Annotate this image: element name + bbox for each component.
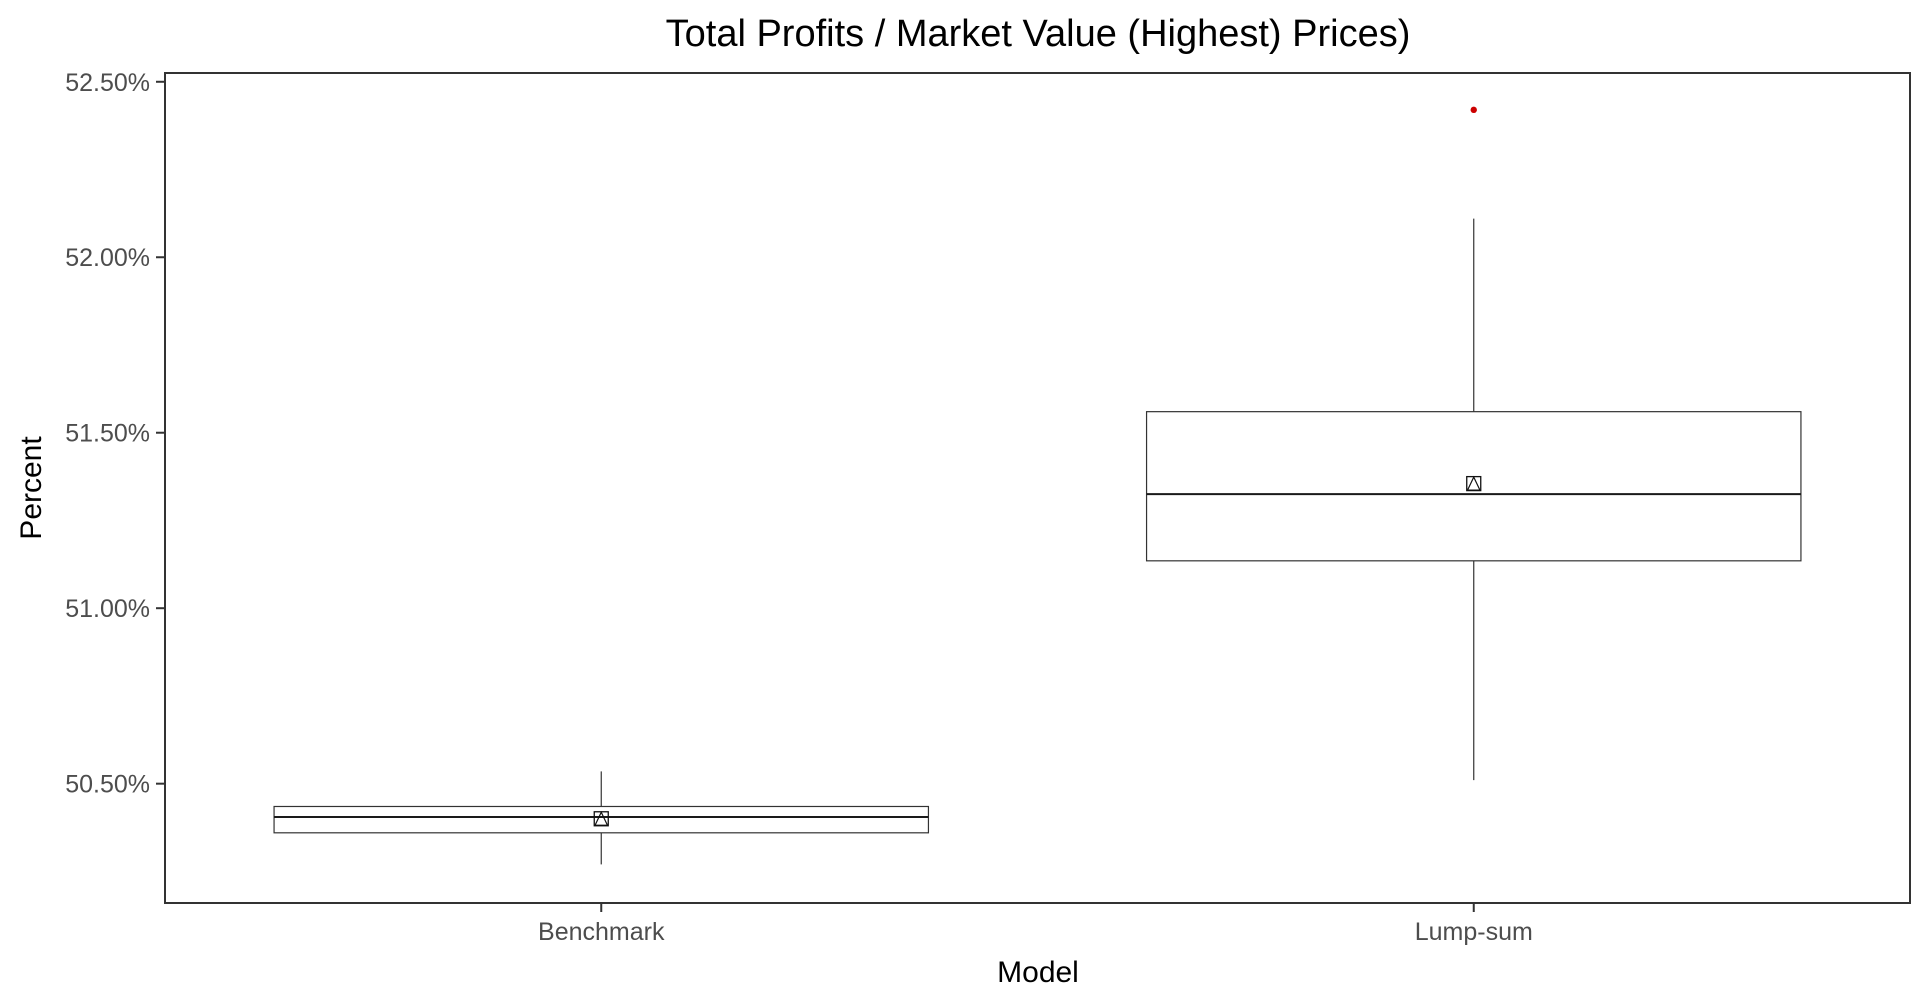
chart-title: Total Profits / Market Value (Highest) P… bbox=[666, 13, 1411, 55]
y-axis: 50.50% 51.00% 51.50% 52.00% 52.50% bbox=[65, 69, 165, 799]
mean-triangle-marker bbox=[594, 810, 609, 826]
y-tick-label: 52.50% bbox=[65, 69, 150, 97]
plot-panel-border bbox=[164, 72, 1911, 904]
mean-triangle-marker bbox=[1466, 475, 1481, 491]
x-tick-label: Benchmark bbox=[538, 918, 665, 946]
y-tick-label: 51.00% bbox=[65, 595, 150, 623]
y-tick-label: 52.00% bbox=[65, 244, 150, 272]
plot-area bbox=[273, 106, 1802, 865]
box-iqr bbox=[273, 805, 930, 834]
box-lump-sum bbox=[1145, 106, 1802, 781]
box-benchmark bbox=[273, 771, 930, 865]
y-tick-label: 51.50% bbox=[65, 420, 150, 448]
outlier-point bbox=[1470, 106, 1477, 114]
x-axis-title: Model bbox=[997, 956, 1079, 989]
box-iqr bbox=[1145, 411, 1802, 562]
x-axis: Benchmark Lump-sum bbox=[538, 903, 1533, 946]
x-tick-label: Lump-sum bbox=[1415, 918, 1533, 946]
y-tick-label: 50.50% bbox=[65, 771, 150, 799]
y-axis-title: Percent bbox=[15, 436, 48, 540]
